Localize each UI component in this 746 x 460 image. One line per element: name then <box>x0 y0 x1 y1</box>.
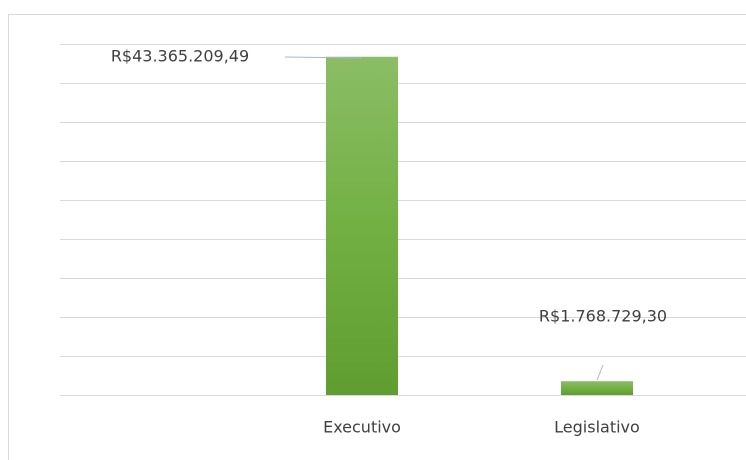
leader-line <box>284 56 363 59</box>
data-label: R$43.365.209,49 <box>111 47 249 66</box>
data-label: R$1.768.729,30 <box>539 307 667 326</box>
leader-line <box>596 364 604 381</box>
x-tick-label: Executivo <box>323 418 401 437</box>
x-tick-label: Legislativo <box>554 418 640 437</box>
bar <box>561 381 633 395</box>
bar <box>326 56 398 395</box>
